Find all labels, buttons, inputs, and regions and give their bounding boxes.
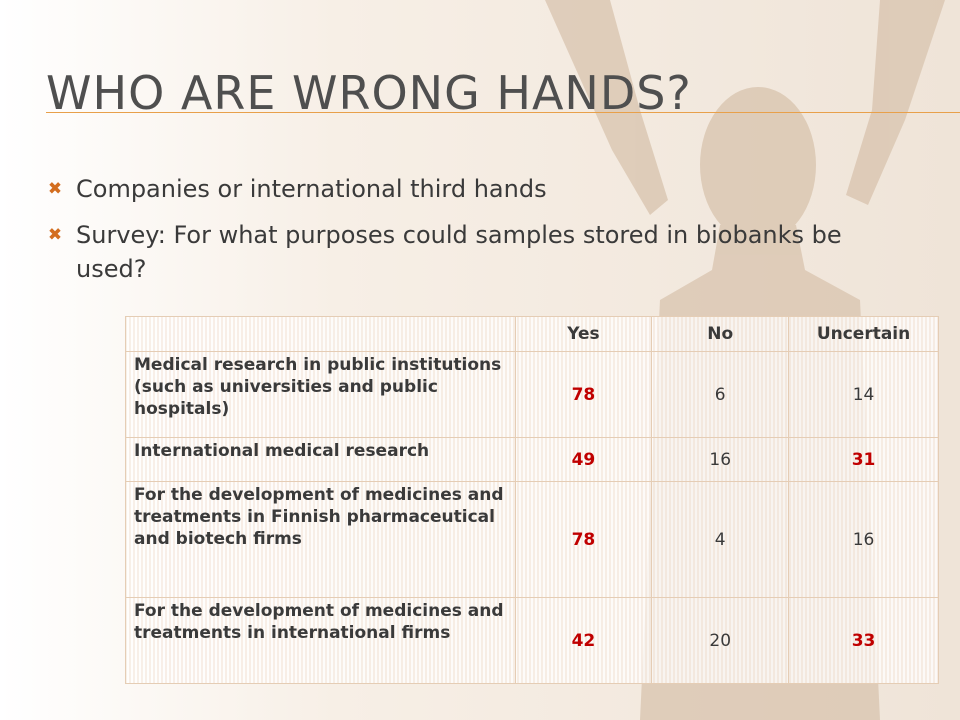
table-row: International medical research 49 16 31 (125, 437, 939, 482)
table-header-row: Yes No Uncertain (125, 316, 939, 352)
no-value: 20 (651, 597, 790, 684)
survey-results-table: Yes No Uncertain Medical research in pub… (125, 316, 939, 684)
slide-title: Who are wrong hands? (46, 66, 692, 120)
no-value: 16 (651, 437, 790, 482)
multiplication-x-icon: ✖ (47, 179, 63, 199)
table-row: For the development of medicines and tre… (125, 597, 939, 684)
row-label: For the development of medicines and tre… (125, 597, 516, 684)
row-label: For the development of medicines and tre… (125, 481, 516, 598)
yes-value: 78 (514, 481, 653, 598)
yes-value: 78 (514, 351, 653, 438)
header-cell-uncertain: Uncertain (788, 316, 939, 352)
bullet-text: Survey: For what purposes could samples … (76, 221, 842, 283)
header-cell-empty (125, 316, 516, 352)
table-row: Medical research in public institutions … (125, 351, 939, 438)
bullet-list: ✖ Companies or international third hands… (46, 172, 896, 298)
bullet-text: Companies or international third hands (76, 175, 547, 203)
yes-value: 42 (514, 597, 653, 684)
uncertain-value: 14 (788, 351, 939, 438)
no-value: 4 (651, 481, 790, 598)
uncertain-value: 31 (788, 437, 939, 482)
row-label: International medical research (125, 437, 516, 482)
header-cell-no: No (651, 316, 790, 352)
bullet-item: ✖ Survey: For what purposes could sample… (46, 218, 896, 286)
table-row: For the development of medicines and tre… (125, 481, 939, 598)
row-label: Medical research in public institutions … (125, 351, 516, 438)
uncertain-value: 16 (788, 481, 939, 598)
multiplication-x-icon: ✖ (47, 225, 63, 245)
bullet-item: ✖ Companies or international third hands (46, 172, 896, 206)
header-cell-yes: Yes (514, 316, 653, 352)
title-underline (46, 112, 960, 113)
no-value: 6 (651, 351, 790, 438)
yes-value: 49 (514, 437, 653, 482)
uncertain-value: 33 (788, 597, 939, 684)
